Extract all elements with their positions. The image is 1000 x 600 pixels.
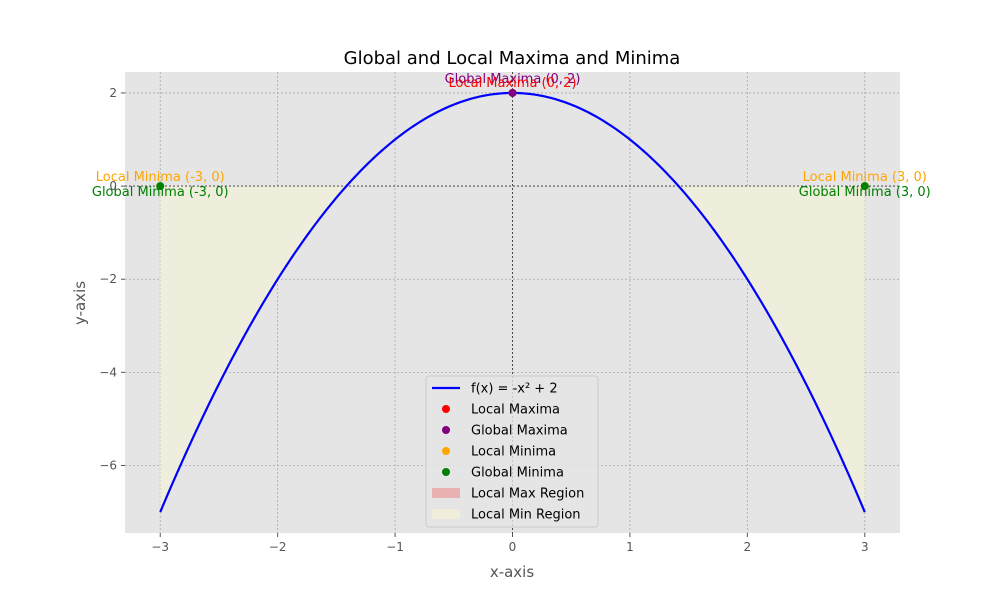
regions [160, 186, 865, 513]
x-tick-label: −2 [269, 540, 287, 554]
legend-label: Local Maxima [471, 403, 560, 418]
x-tick-label: 3 [861, 540, 869, 554]
global-min-point [860, 182, 869, 191]
legend-label: Global Maxima [471, 424, 568, 439]
global-max-point [508, 88, 517, 97]
legend-label: Global Minima [471, 466, 564, 481]
y-tick-label: −4 [99, 365, 117, 379]
x-tick-label: 1 [626, 540, 634, 554]
legend-label: Local Minima [471, 445, 556, 460]
global-min-annotation: Global Minima (-3, 0) [92, 185, 229, 200]
x-tick-label: 0 [509, 540, 517, 554]
y-tick-label: 2 [109, 86, 117, 100]
x-tick-label: −1 [386, 540, 404, 554]
legend-patch-swatch [432, 509, 460, 519]
local-min-region [160, 186, 347, 513]
y-tick-label: −6 [99, 458, 117, 472]
legend-dot-swatch [442, 426, 450, 434]
local-min-annotation: Local Minima (3, 0) [803, 170, 927, 185]
global-min-annotation: Global Minima (3, 0) [799, 185, 931, 200]
legend: f(x) = -x² + 2 Local Maxima Global Maxima L… [425, 375, 599, 528]
ticks: −3 −2 −1 0 1 2 3 −6 −4 −2 0 2 [99, 86, 868, 554]
y-tick-label: −2 [99, 272, 117, 286]
legend-dot-swatch [442, 468, 450, 476]
x-axis-label: x-axis [490, 563, 535, 581]
annotations: Global Maxima (0, 2)Local Maxima (0, 2) L… [92, 72, 931, 200]
legend-label: Local Min Region [471, 508, 581, 523]
x-tick-label: −3 [151, 540, 169, 554]
legend-dot-swatch [442, 405, 450, 413]
legend-label: Local Max Region [471, 487, 584, 502]
local-min-annotation: Local Minima (-3, 0) [96, 170, 225, 185]
points [156, 88, 869, 191]
legend-box [425, 375, 599, 528]
global-max-annotation: Global Maxima (0, 2) [445, 72, 581, 87]
legend-dot-swatch [442, 447, 450, 455]
y-tick-label: 0 [109, 179, 117, 193]
local-max-annotation: Local Maxima (0, 2) [448, 76, 576, 91]
x-tick-label: 2 [744, 540, 752, 554]
legend-patch-swatch [432, 488, 460, 498]
global-min-point [156, 182, 165, 191]
chart-title: Global and Local Maxima and Minima [344, 48, 681, 69]
y-axis-label: y-axis [71, 281, 89, 325]
legend-label: f(x) = -x² + 2 [471, 382, 558, 397]
local-min-region [678, 186, 865, 513]
